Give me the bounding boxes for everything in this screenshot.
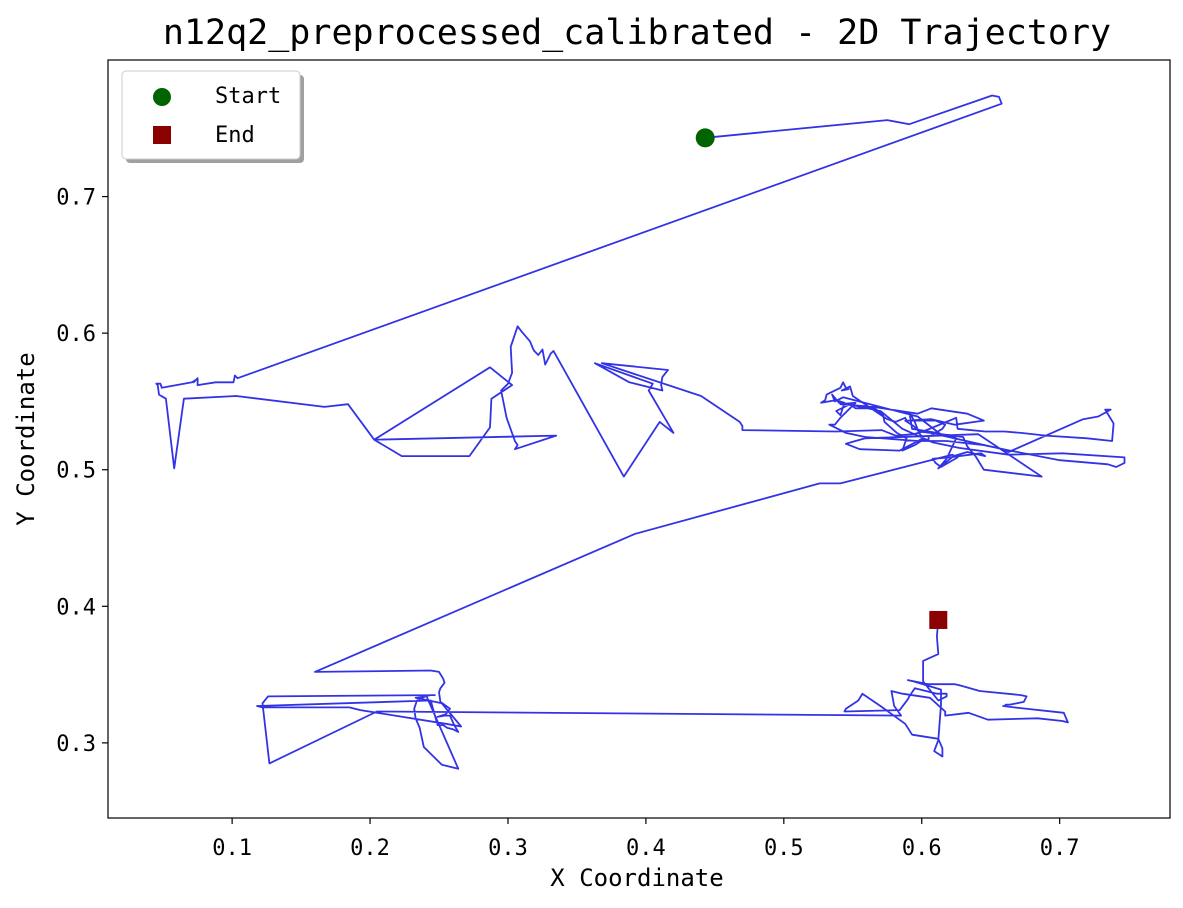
end-marker: [929, 610, 948, 629]
x-tick-label: 0.5: [764, 836, 804, 861]
y-tick-label: 0.3: [56, 732, 96, 757]
x-tick-label: 0.4: [626, 836, 666, 861]
y-axis-label: Y Coordinate: [12, 352, 40, 525]
x-tick-label: 0.6: [902, 836, 942, 861]
legend-end-marker: [153, 126, 171, 144]
x-tick-label: 0.3: [488, 836, 528, 861]
legend-start-marker: [153, 88, 171, 106]
legend-start-label: Start: [215, 84, 281, 109]
start-marker: [695, 128, 715, 148]
x-axis-label: X Coordinate: [550, 864, 723, 892]
marker-layer: [695, 128, 948, 629]
x-tick-label: 0.2: [350, 836, 390, 861]
x-tick-label: 0.1: [212, 836, 252, 861]
series-layer: [155, 94, 1126, 770]
y-tick-label: 0.5: [56, 459, 96, 484]
plot-area: [107, 59, 1171, 819]
axes-frame: [107, 59, 1171, 819]
trajectory-line: [155, 94, 1126, 770]
x-axis-ticks: 0.1 0.2 0.3 0.4 0.5 0.6 0.7: [212, 818, 1080, 861]
legend-end-label: End: [215, 123, 255, 148]
x-tick-label: 0.7: [1040, 836, 1080, 861]
legend: Start End: [121, 70, 304, 163]
y-tick-label: 0.4: [56, 595, 96, 620]
y-tick-label: 0.7: [56, 186, 96, 211]
y-tick-label: 0.6: [56, 322, 96, 347]
chart-title: n12q2_preprocessed_calibrated - 2D Traje…: [163, 13, 1111, 53]
y-axis-ticks: 0.3 0.4 0.5 0.6 0.7: [56, 186, 108, 757]
